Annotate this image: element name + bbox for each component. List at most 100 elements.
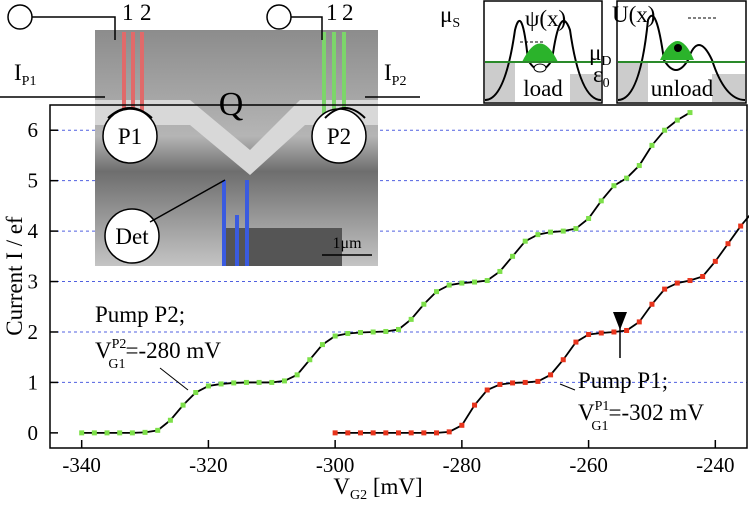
point [370, 329, 376, 335]
point [560, 357, 566, 363]
point [256, 379, 262, 385]
point [548, 372, 554, 378]
y-tick-label: 1 [28, 370, 39, 394]
point [687, 110, 693, 116]
point [497, 268, 503, 274]
point [155, 427, 161, 433]
point [636, 163, 642, 169]
point [484, 387, 490, 393]
point [472, 402, 478, 408]
x-axis-label: VG2 [mV] [333, 474, 422, 503]
point [307, 357, 313, 363]
y-tick-label: 2 [28, 320, 39, 344]
leader [559, 383, 576, 391]
annotation: Pump P2; [95, 302, 185, 327]
point [522, 238, 528, 244]
label: 1 [122, 0, 134, 25]
point [636, 319, 642, 325]
point [218, 381, 224, 387]
label: 2 [140, 0, 152, 25]
point [598, 198, 604, 204]
point [408, 430, 414, 436]
point [332, 430, 338, 436]
point [434, 289, 440, 295]
y-tick-label: 4 [28, 219, 39, 243]
point [281, 378, 287, 384]
point [129, 430, 135, 436]
point [459, 422, 465, 428]
x-tick-label: -280 [443, 453, 482, 477]
point [421, 301, 427, 307]
label: ε0 [593, 62, 610, 91]
label: 1μm [332, 235, 362, 252]
point [243, 379, 249, 385]
point [573, 339, 579, 345]
point [712, 258, 718, 264]
point [687, 278, 693, 284]
point [649, 142, 655, 148]
point [332, 333, 338, 339]
point [586, 332, 592, 338]
label: μD [589, 40, 611, 69]
point [180, 402, 186, 408]
point [231, 380, 237, 386]
point [738, 223, 744, 229]
point [142, 429, 148, 435]
point [205, 383, 211, 389]
point [535, 378, 541, 384]
y-tick-label: 3 [28, 270, 39, 294]
label: P2 [327, 124, 351, 149]
point [725, 241, 731, 247]
point [104, 430, 110, 436]
point [434, 430, 440, 436]
point [611, 329, 617, 335]
point [522, 379, 528, 385]
point [446, 282, 452, 288]
point [573, 226, 579, 232]
label: P1 [118, 124, 142, 149]
point [357, 329, 363, 335]
y-tick-label: 5 [28, 169, 39, 193]
point [586, 215, 592, 221]
point [345, 330, 351, 336]
label: 2 [342, 0, 354, 25]
sem-inset: Q P1 P2 Det 1μm 1 2 1 2 IP1 IP2 [0, 0, 420, 266]
leader [159, 367, 189, 391]
point [598, 330, 604, 336]
point [700, 274, 706, 279]
point [167, 417, 173, 423]
point [662, 286, 668, 292]
label: μS [440, 2, 460, 31]
annotation: Pump P1; [578, 368, 668, 393]
point [396, 430, 401, 436]
point [674, 117, 680, 123]
label: 1 [326, 0, 338, 25]
data: Pump P2Pump P1 [79, 110, 749, 436]
label: U(x) [612, 2, 655, 27]
label: IP2 [384, 60, 406, 89]
point [357, 430, 363, 436]
point [497, 381, 503, 387]
point [649, 301, 655, 307]
point [548, 229, 554, 235]
label: IP1 [14, 60, 36, 89]
energy-inset: μS μD ε0 ψ(x) U(x) load unload [440, 0, 747, 104]
point [294, 372, 300, 378]
point [662, 127, 668, 133]
point [421, 430, 427, 436]
point [383, 328, 389, 334]
point [472, 279, 478, 285]
point [319, 342, 325, 348]
point [396, 326, 401, 332]
point [510, 253, 516, 259]
label: Det [115, 224, 149, 249]
point [484, 278, 490, 284]
point [117, 430, 123, 436]
x-tick-label: -260 [569, 453, 608, 477]
label: ψ(x) [525, 6, 566, 31]
fit-line [335, 214, 749, 434]
point [446, 429, 452, 435]
annotation: VP1 G1=-302 mV [578, 399, 704, 434]
x-tick-label: -300 [316, 453, 355, 477]
